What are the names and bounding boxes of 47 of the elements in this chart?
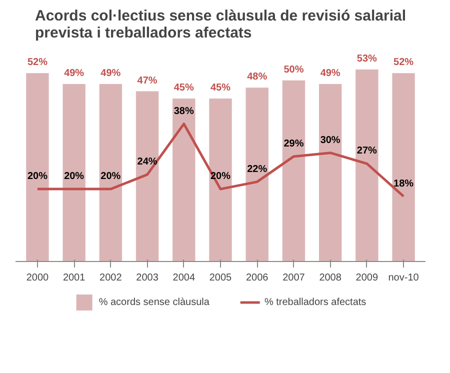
data-label: 45% <box>174 82 194 94</box>
x-tick-label: 2002 <box>100 272 122 284</box>
bar <box>246 88 268 262</box>
chart-title: Acords col·lectius sense clàusula de revisió salarial prevista i treballadors afectats <box>34 8 406 42</box>
data-label: 27% <box>356 146 378 157</box>
data-label: 53% <box>356 54 378 65</box>
data-label: 22% <box>247 164 268 175</box>
legend-label: % treballadors afectats <box>264 296 366 308</box>
bar <box>26 73 49 262</box>
bar <box>392 73 415 262</box>
data-label: 20% <box>100 171 121 182</box>
bar <box>172 98 196 262</box>
data-label: 49% <box>100 68 121 80</box>
x-tick-label: 2003 <box>136 272 159 284</box>
data-label: 20% <box>27 171 48 182</box>
bar <box>136 91 159 262</box>
bar <box>62 84 86 262</box>
data-label: 52% <box>394 57 414 68</box>
data-label: 49% <box>320 68 340 80</box>
data-label: 18% <box>394 178 414 190</box>
data-label: 45% <box>210 82 231 94</box>
bar <box>282 80 306 262</box>
x-tick-label: 2009 <box>356 272 378 284</box>
x-tick-label: 2006 <box>246 272 269 284</box>
data-label: 29% <box>284 138 304 150</box>
bar <box>209 98 232 262</box>
data-label: 49% <box>64 68 84 80</box>
x-tick-label: 2004 <box>172 272 196 284</box>
data-label: 52% <box>27 57 48 68</box>
bar <box>99 84 122 262</box>
data-label: 48% <box>247 72 268 83</box>
bar <box>356 70 378 262</box>
bar <box>318 84 342 262</box>
data-label: 24% <box>137 156 158 168</box>
data-label: 50% <box>284 64 304 76</box>
x-tick-label: 2001 <box>62 272 86 284</box>
data-label: 30% <box>320 134 340 146</box>
x-tick-label: 2000 <box>26 272 50 284</box>
x-tick-label: 2005 <box>209 272 232 284</box>
data-label: 20% <box>210 171 231 182</box>
data-label: 47% <box>137 75 158 86</box>
legend-label: % acords sense clàusula <box>98 296 210 308</box>
x-tick-label: 2007 <box>282 272 306 284</box>
data-label: 38% <box>174 106 194 117</box>
x-tick-label: nov-10 <box>388 272 420 284</box>
data-label: 20% <box>64 171 84 182</box>
x-tick-label: 2008 <box>319 272 342 284</box>
